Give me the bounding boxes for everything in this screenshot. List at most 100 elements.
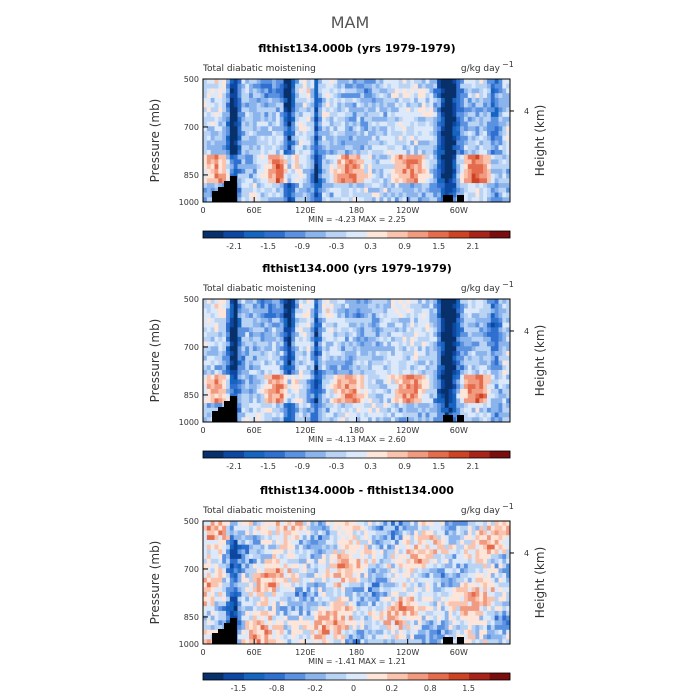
heatmap-cell bbox=[440, 164, 446, 170]
heatmap-cell bbox=[218, 563, 223, 569]
colorbar-swatch bbox=[448, 451, 470, 458]
heatmap-cell bbox=[302, 384, 308, 390]
heatmap-cell bbox=[479, 412, 484, 418]
heatmap-cell bbox=[279, 407, 284, 413]
heatmap-cell bbox=[364, 145, 369, 151]
heatmap-cell bbox=[295, 398, 300, 404]
heatmap-cell bbox=[249, 327, 254, 333]
heatmap-cell bbox=[344, 102, 350, 108]
heatmap-cell bbox=[467, 140, 473, 146]
heatmap-cell bbox=[498, 313, 503, 319]
heatmap-cell bbox=[387, 365, 392, 371]
heatmap-cell bbox=[417, 327, 423, 333]
heatmap-cell bbox=[291, 303, 296, 309]
heatmap-cell bbox=[498, 131, 503, 137]
heatmap-cell bbox=[256, 149, 261, 156]
heatmap-cell bbox=[298, 164, 304, 170]
heatmap-cell bbox=[360, 93, 365, 99]
heatmap-cell bbox=[256, 417, 261, 422]
heatmap-cell bbox=[264, 341, 269, 347]
heatmap-cell bbox=[256, 573, 261, 579]
heatmap-cell bbox=[287, 369, 292, 376]
heatmap-cell bbox=[440, 403, 446, 409]
heatmap-cell bbox=[433, 140, 438, 146]
heatmap-cell bbox=[337, 332, 342, 338]
heatmap-cell bbox=[214, 173, 219, 179]
heatmap-cell bbox=[348, 102, 354, 108]
heatmap-cell bbox=[295, 388, 300, 395]
heatmap-cell bbox=[444, 407, 449, 413]
heatmap-cell bbox=[391, 135, 396, 141]
heatmap-cell bbox=[375, 308, 380, 314]
heatmap-cell bbox=[433, 393, 438, 399]
heatmap-cell bbox=[302, 336, 308, 342]
heatmap-cell bbox=[252, 355, 258, 361]
heatmap-cell bbox=[279, 317, 284, 324]
heatmap-cell bbox=[272, 554, 277, 560]
heatmap-cell bbox=[337, 313, 342, 319]
heatmap-cell bbox=[237, 322, 242, 328]
heatmap-cell bbox=[421, 83, 426, 89]
heatmap-cell bbox=[218, 568, 223, 574]
heatmap-cell bbox=[287, 639, 292, 644]
heatmap-cell bbox=[387, 299, 392, 305]
heatmap-cell bbox=[298, 582, 304, 588]
heatmap-cell bbox=[241, 530, 246, 536]
heatmap-cell bbox=[210, 582, 215, 588]
heatmap-cell bbox=[333, 149, 338, 156]
heatmap-cell bbox=[226, 102, 231, 108]
heatmap-cell bbox=[222, 173, 227, 179]
heatmap-cell bbox=[268, 299, 273, 305]
heatmap-cell bbox=[506, 197, 510, 202]
heatmap-cell bbox=[502, 412, 507, 418]
heatmap-cell bbox=[291, 360, 296, 366]
heatmap-cell bbox=[425, 384, 430, 390]
heatmap-cell bbox=[237, 388, 242, 395]
y-tick-label: 500 bbox=[184, 295, 199, 304]
heatmap-cell bbox=[222, 379, 227, 385]
heatmap-cell bbox=[502, 159, 507, 165]
heatmap-cell bbox=[295, 322, 300, 328]
heatmap-cell bbox=[440, 407, 446, 413]
heatmap-cell bbox=[318, 346, 323, 352]
heatmap-cell bbox=[245, 336, 250, 342]
heatmap-cell bbox=[256, 525, 261, 531]
heatmap-cell bbox=[391, 178, 396, 184]
heatmap-cell bbox=[302, 629, 308, 635]
heatmap-cell bbox=[394, 140, 400, 146]
heatmap-cell bbox=[302, 126, 308, 132]
heatmap-cell bbox=[425, 102, 430, 108]
heatmap-cell bbox=[479, 187, 484, 193]
heatmap-cell bbox=[429, 313, 434, 319]
heatmap-cell bbox=[483, 346, 488, 352]
heatmap-cell bbox=[440, 168, 446, 175]
heatmap-cell bbox=[249, 135, 254, 141]
heatmap-cell bbox=[502, 374, 507, 380]
colorbar-swatch bbox=[366, 231, 388, 238]
heatmap-cell bbox=[437, 355, 442, 361]
heatmap-cell bbox=[444, 398, 449, 404]
heatmap-cell bbox=[279, 192, 284, 198]
heatmap-cell bbox=[394, 145, 400, 151]
heatmap-cell bbox=[471, 299, 476, 305]
heatmap-cell bbox=[406, 360, 411, 366]
heatmap-cell bbox=[417, 145, 423, 151]
heatmap-cell bbox=[218, 544, 223, 550]
heatmap-cell bbox=[272, 164, 277, 170]
heatmap-cell bbox=[237, 535, 242, 541]
heatmap-cell bbox=[291, 379, 296, 385]
heatmap-cell bbox=[218, 116, 223, 122]
heatmap-cell bbox=[233, 97, 238, 104]
heatmap-cell bbox=[233, 563, 238, 569]
heatmap-cell bbox=[298, 317, 304, 324]
heatmap-cell bbox=[264, 591, 269, 598]
heatmap-cell bbox=[252, 135, 258, 141]
heatmap-cell bbox=[452, 313, 457, 319]
heatmap-cell bbox=[329, 388, 334, 395]
heatmap-cell bbox=[494, 97, 499, 104]
heatmap-cell bbox=[506, 183, 510, 189]
heatmap-cell bbox=[314, 192, 319, 198]
heatmap-cell bbox=[245, 93, 250, 99]
heatmap-cell bbox=[433, 403, 438, 409]
heatmap-cell bbox=[287, 525, 292, 531]
